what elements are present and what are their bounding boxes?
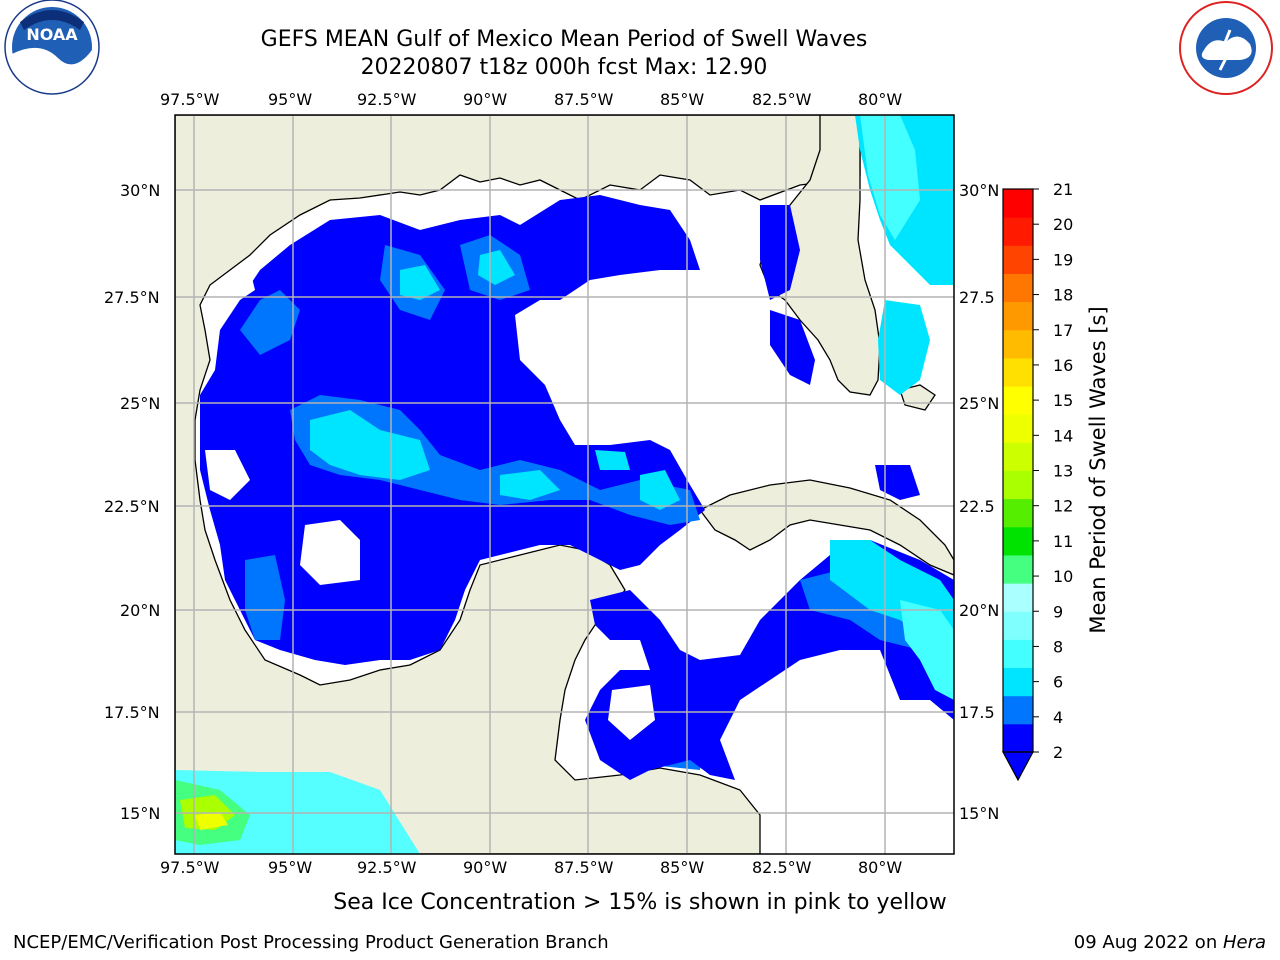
colorbar-tick-label: 6 — [1053, 673, 1063, 692]
colorbar-cell — [1003, 554, 1033, 584]
colorbar-extend-arrow — [1001, 751, 1035, 782]
map-frame — [174, 114, 955, 855]
lat-label-right: 30°N — [959, 181, 1000, 200]
footer-host: Hera — [1222, 932, 1266, 953]
lon-label-bottom: 82.5°W — [752, 858, 812, 877]
lat-label-left: 27.5°N — [104, 288, 160, 307]
colorbar-cell — [1003, 583, 1033, 612]
colorbar-tick-label: 8 — [1053, 637, 1063, 656]
lat-label-left: 17.5°N — [104, 703, 160, 722]
colorbar-tick-label: 4 — [1053, 708, 1063, 727]
gridlines — [175, 115, 954, 854]
colorbar-cell — [1003, 386, 1033, 415]
lat-label-left: 22.5°N — [104, 497, 160, 516]
lon-label-top: 85°W — [660, 90, 705, 109]
colorbar-cell — [1003, 667, 1033, 697]
lat-label-right: 20°N — [959, 601, 1000, 620]
lat-label-left: 25°N — [120, 394, 161, 413]
colorbar: 21 20 19 18 17 16 15 14 13 12 11 10 9 8 6 4 2 — [1001, 180, 1073, 782]
lon-label-top: 87.5°W — [554, 90, 614, 109]
colorbar-cell — [1003, 329, 1033, 359]
lon-label-top: 82.5°W — [752, 90, 812, 109]
colorbar-cell — [1003, 723, 1033, 753]
colorbar-cell — [1003, 414, 1033, 443]
colorbar-tick-label: 10 — [1053, 567, 1073, 586]
lon-label-top: 97.5°W — [160, 90, 220, 109]
colorbar-tick-label: 12 — [1053, 497, 1073, 516]
chart-title: GEFS MEAN Gulf of Mexico Mean Period of … — [260, 27, 868, 52]
lon-label-bottom: 85°W — [660, 858, 705, 877]
lon-label-bottom: 97.5°W — [160, 858, 220, 877]
colorbar-tick-label: 11 — [1053, 532, 1073, 551]
colorbar-tick-label: 2 — [1053, 743, 1063, 762]
colorbar-cell — [1003, 217, 1033, 246]
lat-label-left: 15°N — [120, 804, 161, 823]
lon-label-bottom: 92.5°W — [357, 858, 417, 877]
colorbar-cell — [1003, 611, 1033, 640]
colorbar-cell — [1003, 301, 1033, 331]
colorbar-tick-label: 20 — [1053, 215, 1073, 234]
colorbar-cell — [1003, 470, 1033, 500]
noaa-logo-text: NOAA — [26, 25, 78, 44]
noaa-logo: NOAA — [4, 0, 100, 95]
lat-label-left: 30°N — [120, 181, 161, 200]
colorbar-tick-label: 21 — [1053, 180, 1073, 199]
colorbar-cell — [1003, 639, 1033, 669]
lat-label-left: 20°N — [120, 601, 161, 620]
swell-field-layer — [175, 115, 954, 854]
colorbar-tick-label: 18 — [1053, 286, 1073, 305]
colorbar-cell — [1003, 189, 1033, 218]
lat-label-right: 15°N — [959, 804, 1000, 823]
colorbar-cell — [1003, 526, 1033, 556]
footer-date: 09 Aug 2022 on Hera — [1074, 932, 1266, 953]
colorbar-tick-label: 15 — [1053, 391, 1073, 410]
lon-label-top: 80°W — [858, 90, 903, 109]
colorbar-tick-label: 14 — [1053, 426, 1073, 445]
colorbar-cell — [1003, 245, 1033, 274]
lat-label-right: 22.5 — [959, 497, 995, 516]
colorbar-cell — [1003, 498, 1033, 528]
lat-label-right: 25°N — [959, 394, 1000, 413]
lon-label-top: 90°W — [463, 90, 508, 109]
colorbar-cell — [1003, 273, 1033, 303]
colorbar-tick-label: 17 — [1053, 321, 1073, 340]
chart-subtitle: 20220807 t18z 000h fcst Max: 12.90 — [360, 55, 768, 80]
map-panel — [175, 115, 954, 854]
colorbar-label: Mean Period of Swell Waves [s] — [1086, 306, 1110, 634]
colorbar-cell — [1003, 695, 1033, 725]
colorbar-tick-label: 9 — [1053, 602, 1063, 621]
lon-label-top: 95°W — [268, 90, 313, 109]
sea-ice-note: Sea Ice Concentration > 15% is shown in … — [333, 890, 947, 915]
colorbar-cell — [1003, 357, 1033, 387]
lat-label-right: 27.5 — [959, 288, 995, 307]
colorbar-tick-label: 13 — [1053, 462, 1073, 481]
lat-label-right: 17.5 — [959, 703, 995, 722]
lon-label-bottom: 90°W — [463, 858, 508, 877]
colorbar-cell — [1003, 442, 1033, 471]
footer-credit: NCEP/EMC/Verification Post Processing Pr… — [13, 932, 609, 953]
lon-label-bottom: 87.5°W — [554, 858, 614, 877]
lon-label-bottom: 80°W — [858, 858, 903, 877]
nws-logo — [1179, 1, 1273, 95]
lon-label-top: 92.5°W — [357, 90, 417, 109]
lon-label-bottom: 95°W — [268, 858, 313, 877]
colorbar-tick-label: 16 — [1053, 356, 1073, 375]
colorbar-tick-label: 19 — [1053, 250, 1073, 269]
footer-date-text: 09 Aug 2022 on — [1073, 932, 1223, 953]
